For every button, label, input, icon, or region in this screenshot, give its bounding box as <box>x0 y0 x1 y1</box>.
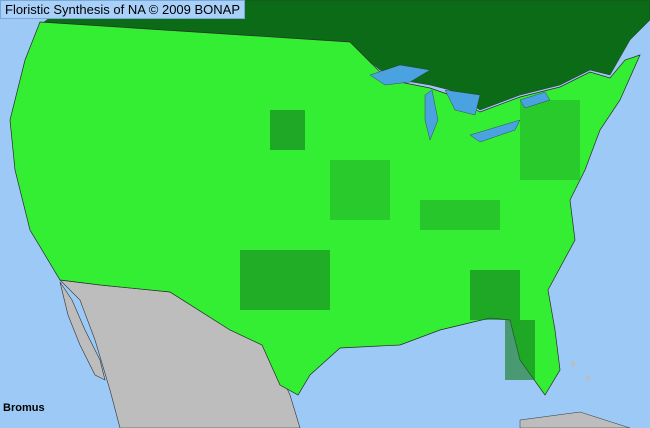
bahamas-islands <box>570 360 590 383</box>
dense-occurrence-counties <box>240 100 580 380</box>
baja-peninsula <box>59 281 106 381</box>
cuba-island <box>519 411 631 428</box>
taxon-label: Bromus <box>3 402 45 414</box>
great-lakes <box>369 64 551 143</box>
map-title: Floristic Synthesis of NA © 2009 BONAP <box>0 0 246 19</box>
